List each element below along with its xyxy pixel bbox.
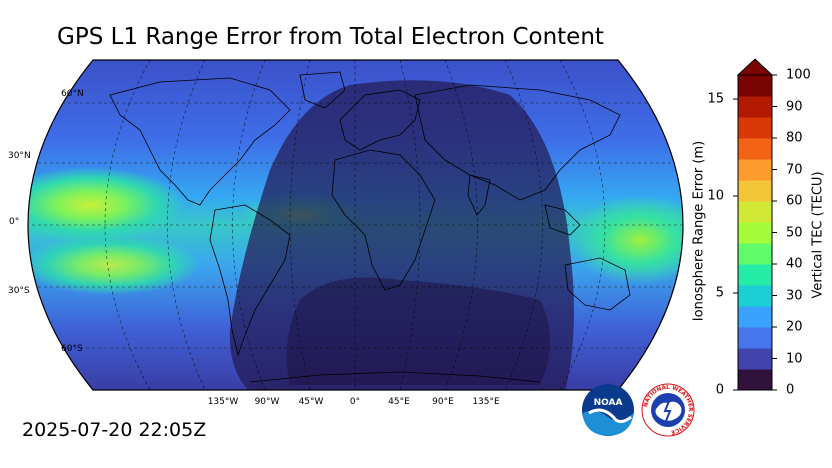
tec-tick-label: 40 — [786, 256, 803, 272]
lat-label-30n: 30°N — [8, 151, 31, 161]
lat-label-30s: 30°S — [8, 286, 30, 296]
lon-label-45e: 45°E — [388, 397, 410, 407]
range-error-tick-label: 10 — [707, 188, 724, 204]
noaa-logo: NOAA — [582, 384, 634, 436]
timestamp: 2025-07-20 22:05Z — [22, 419, 207, 441]
tec-tick-label: 90 — [786, 99, 803, 114]
tec-tick-label: 20 — [786, 319, 803, 335]
tec-tick-label: 0 — [786, 382, 795, 398]
lat-label-60n: 60°N — [61, 89, 84, 99]
lat-label-0: 0° — [9, 217, 20, 227]
range-error-tick-label: 5 — [715, 285, 724, 301]
tec-tick-label: 50 — [786, 225, 803, 240]
nws-logo: NATIONAL WEATHER SERVICE — [641, 383, 695, 437]
lat-label-60s: 60°S — [61, 344, 83, 354]
tec-tick-label: 30 — [786, 288, 803, 303]
lon-label-135e: 135°E — [472, 397, 500, 407]
tec-tick-label: 60 — [786, 193, 803, 209]
chart-title: GPS L1 Range Error from Total Electron C… — [57, 24, 604, 50]
lon-label-90w: 90°W — [254, 397, 280, 407]
tec-tick-label: 10 — [786, 351, 803, 366]
lon-label-135w: 135°W — [207, 397, 239, 407]
noaa-logo-text: NOAA — [594, 398, 623, 408]
range-error-axis-title: Ionosphere Range Error (m) — [691, 140, 707, 322]
lon-label-0: 0° — [349, 397, 361, 407]
lon-label-90e: 90°E — [432, 397, 454, 407]
range-error-tick-label: 15 — [707, 91, 724, 107]
tec-axis-title: Vertical TEC (TECU) — [810, 171, 826, 299]
tec-tick-label: 70 — [786, 162, 803, 177]
range-error-tick-label: 0 — [715, 382, 724, 398]
tec-tick-label: 80 — [786, 130, 803, 146]
tec-tick-label: 100 — [786, 67, 811, 83]
lon-label-45w: 45°W — [298, 397, 324, 407]
